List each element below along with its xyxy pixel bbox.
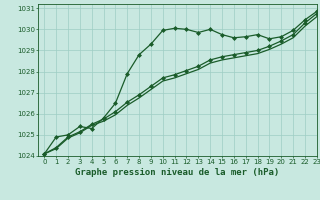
- X-axis label: Graphe pression niveau de la mer (hPa): Graphe pression niveau de la mer (hPa): [76, 168, 280, 177]
